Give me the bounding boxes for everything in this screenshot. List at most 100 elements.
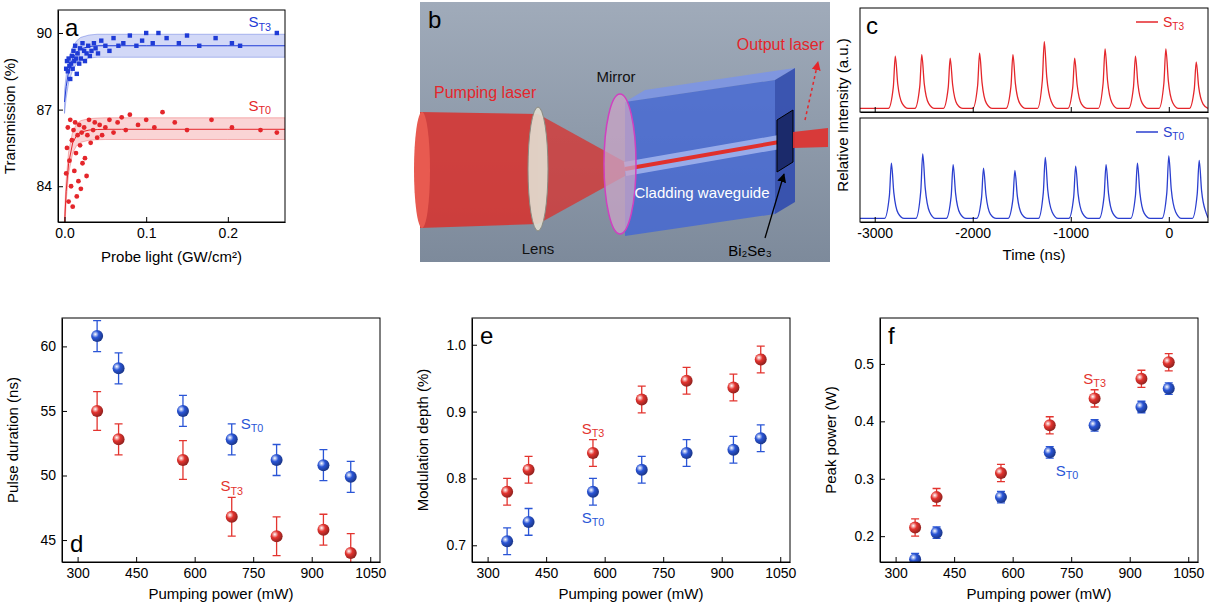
legend: ST3 [1136, 14, 1184, 32]
panel-e: ST3ST030045060075090010500.70.80.91.0Pum… [414, 318, 797, 602]
tick-mark [973, 217, 974, 222]
tick-mark [1169, 217, 1170, 222]
tick-label: 750 [1060, 565, 1084, 581]
tick-label: 0 [1165, 225, 1173, 241]
legend: ST0 [1136, 124, 1184, 142]
axis-bottom: 3004506007509001050 [63, 557, 387, 581]
fit-line [65, 46, 285, 102]
tick-mark [58, 110, 63, 111]
text-subscript: T0 [1066, 469, 1079, 481]
data-point [128, 33, 132, 37]
tick: -3000 [857, 217, 893, 241]
tick-mark [65, 217, 66, 222]
data-point [86, 44, 90, 48]
tick-mark [58, 186, 63, 187]
tick-mark [880, 536, 885, 537]
data-point [73, 44, 77, 48]
data-point [230, 125, 235, 130]
data-point [345, 471, 357, 483]
axis-title: Transmission (%) [1, 58, 18, 174]
panel-b: Pumping laserLensMirrorCladding waveguid… [414, 2, 830, 262]
diagram-label: Cladding waveguide [634, 184, 769, 201]
tick-mark [228, 217, 229, 222]
tick: 0.2 [219, 217, 239, 241]
data-point [345, 547, 357, 559]
tick [1071, 107, 1072, 112]
tick-label: 0.5 [855, 356, 875, 372]
tick-mark [195, 557, 196, 562]
axis-title: Pumping power (mW) [966, 585, 1111, 602]
data-point [501, 535, 513, 547]
tick: 900 [1119, 557, 1143, 581]
data-point [238, 44, 242, 48]
legend-label: ST0 [1163, 124, 1184, 142]
data-point [70, 67, 74, 71]
data-point [103, 44, 107, 48]
data-point [65, 125, 70, 130]
mirror [604, 94, 636, 234]
data-point [123, 128, 128, 133]
diagram-label: Lens [522, 240, 555, 257]
axis-bottom: -3000-2000-10000 [857, 217, 1208, 241]
tick: 90 [36, 25, 63, 41]
data-point [587, 447, 599, 459]
text-main: S [1163, 124, 1172, 140]
data-point [116, 44, 120, 48]
fit-line [65, 129, 285, 222]
tick-mark [663, 557, 664, 562]
data-point [85, 133, 90, 138]
tick: 300 [884, 557, 908, 581]
data-point [119, 115, 124, 120]
tick-mark [875, 107, 876, 112]
axis-bottom: 0.00.10.2 [55, 217, 285, 241]
data-point [317, 524, 329, 536]
data-point [66, 69, 70, 73]
data-point [230, 41, 234, 45]
text-subscript: T0 [1172, 131, 1184, 142]
tick-label: 55 [40, 403, 56, 419]
data-point [134, 44, 138, 48]
text-main: S [1163, 14, 1172, 30]
text-main: S [1056, 462, 1066, 479]
text-subscript: T0 [251, 422, 264, 434]
data-point [82, 125, 87, 130]
tick-mark [62, 346, 67, 347]
axis-title: Pulse duration (ns) [4, 377, 21, 503]
tick-mark [1071, 557, 1072, 562]
tick-label: 300 [476, 565, 500, 581]
axis-bottom: 3004506007509001050 [473, 557, 797, 581]
data-point [156, 31, 160, 35]
tick: 750 [1060, 557, 1084, 581]
tick-mark [973, 107, 974, 112]
series-label: ST3 [1083, 370, 1106, 389]
tick: 450 [125, 557, 149, 581]
panel-label: c [866, 12, 878, 39]
data-point [69, 138, 74, 143]
tick: 600 [183, 557, 207, 581]
tick-mark [62, 540, 67, 541]
tick-mark [1188, 557, 1189, 562]
data-point [100, 133, 105, 138]
tick-label: 750 [242, 565, 266, 581]
data-point [78, 143, 83, 148]
plot-frame [880, 318, 1198, 562]
lens [528, 107, 548, 231]
tick: 0.1 [137, 217, 157, 241]
axis-title: Time (ns) [1003, 246, 1066, 263]
tick [875, 107, 876, 112]
tick-mark [62, 476, 67, 477]
tick-mark [472, 412, 477, 413]
text-subscript: T3 [258, 21, 271, 33]
data-point [144, 31, 148, 35]
tick-mark [954, 557, 955, 562]
tick-label: -3000 [857, 225, 893, 241]
series-label: ST3 [248, 13, 271, 32]
panel-d: ST0ST3300450600750900105045505560Pumping… [4, 318, 387, 602]
tick-label: 84 [36, 178, 52, 194]
tick-label: 900 [711, 565, 735, 581]
data-point [99, 38, 103, 42]
data-point [136, 123, 141, 128]
data-point [587, 486, 599, 498]
plot-area [860, 154, 1208, 219]
series-label: ST3 [582, 420, 605, 439]
